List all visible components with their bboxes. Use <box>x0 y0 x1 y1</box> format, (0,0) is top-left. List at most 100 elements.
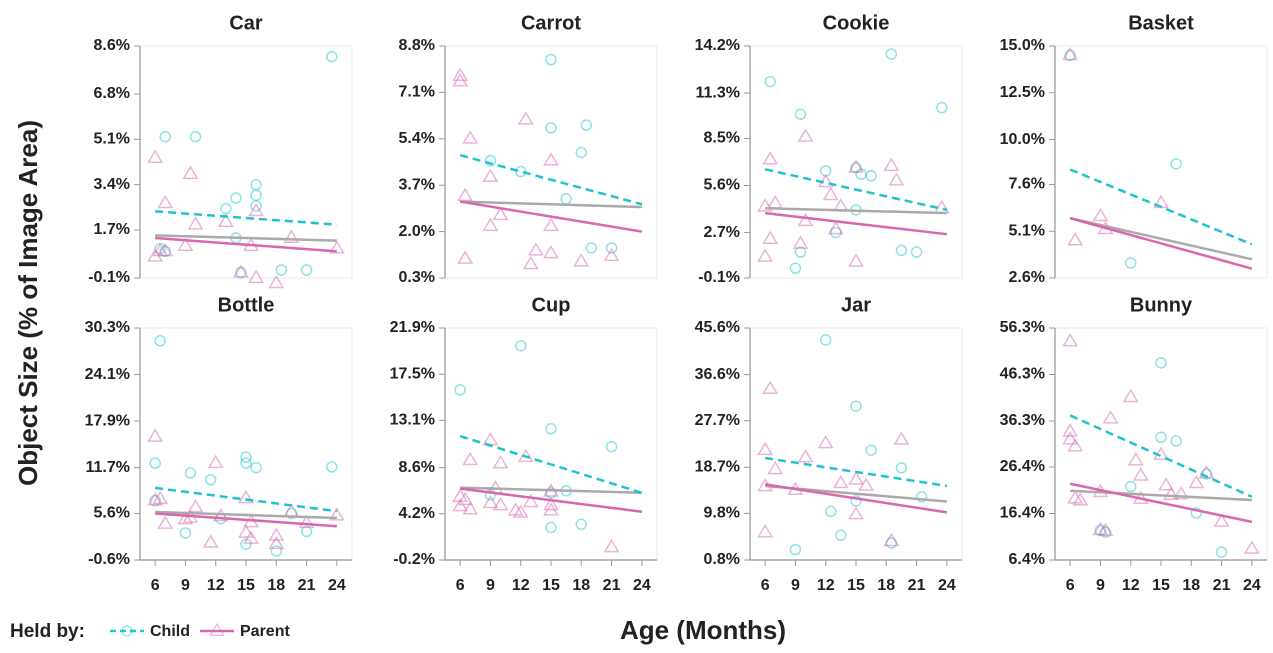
y-tick-label: 15.0% <box>1000 37 1045 54</box>
child-point <box>240 451 252 463</box>
x-tick-label: 18 <box>267 577 285 594</box>
x-tick-label: 12 <box>1122 577 1140 594</box>
panel-title: Carrot <box>521 12 581 34</box>
parent-point <box>527 242 544 256</box>
y-tick-label: 27.7% <box>695 412 740 429</box>
parent-point <box>248 202 265 217</box>
parent-point <box>883 157 900 172</box>
parent-point <box>457 250 474 264</box>
child-point <box>1170 158 1182 170</box>
parent-point <box>187 216 204 230</box>
y-axis-label: Object Size (% of Image Area) <box>13 120 43 486</box>
x-tick-label: 24 <box>938 577 956 594</box>
parent-point <box>1062 333 1079 347</box>
parent-point <box>512 504 529 518</box>
child-point <box>1215 546 1228 558</box>
child-trend <box>1069 414 1253 498</box>
child-point <box>514 340 527 352</box>
child-point <box>154 335 166 347</box>
y-tick-label: 4.2% <box>399 505 435 522</box>
parent-trend <box>1069 216 1253 270</box>
child-point <box>764 75 776 88</box>
panel-title: Bottle <box>218 294 275 316</box>
parent-trend <box>155 236 337 253</box>
child-point <box>789 543 802 556</box>
y-tick-label: 13.1% <box>390 412 435 429</box>
parent-point <box>157 194 174 209</box>
panel-title: Jar <box>841 294 871 316</box>
parent-point <box>298 514 315 529</box>
y-tick-label: 1.7% <box>94 221 130 238</box>
child-trend <box>764 168 948 212</box>
parent-point <box>1062 46 1079 61</box>
parent-point <box>1173 485 1190 500</box>
parent-point <box>848 253 864 267</box>
y-tick-label: 8.8% <box>399 37 435 54</box>
parent-point <box>827 220 844 235</box>
parent-point <box>1062 431 1079 445</box>
parent-point <box>848 505 864 520</box>
y-tick-label: 9.8% <box>704 505 740 522</box>
child-point <box>580 119 593 131</box>
parent-point <box>797 212 814 227</box>
child-point <box>159 130 171 143</box>
parent-point <box>1097 522 1114 537</box>
child-point <box>484 154 497 167</box>
parent-point <box>797 448 814 463</box>
child-point <box>250 178 262 191</box>
parent-point <box>482 168 499 182</box>
y-tick-label: 46.3% <box>1000 366 1045 383</box>
parent-point <box>147 428 164 442</box>
child-point <box>545 423 557 435</box>
overall-trend <box>155 510 337 520</box>
parent-point <box>543 244 559 259</box>
parent-point <box>462 501 479 515</box>
y-tick-label: 18.7% <box>695 459 740 476</box>
parent-point <box>522 493 539 508</box>
parent-trend <box>459 200 643 233</box>
parent-point <box>792 235 809 249</box>
x-tick-label: 9 <box>181 577 190 594</box>
child-point <box>204 473 217 486</box>
child-point <box>605 440 618 453</box>
parent-point <box>457 491 474 506</box>
x-tick-label: 6 <box>761 577 770 594</box>
parent-point <box>152 490 169 505</box>
child-point <box>1170 435 1182 447</box>
parent-point <box>762 230 779 245</box>
child-point <box>545 521 557 534</box>
parent-point <box>152 242 169 257</box>
x-tick-label: 15 <box>1152 577 1170 594</box>
overall-trend <box>1069 216 1253 261</box>
x-tick-label: 6 <box>151 577 160 594</box>
parent-point <box>232 264 249 278</box>
y-tick-label: 30.3% <box>85 319 130 336</box>
child-point <box>794 246 807 258</box>
y-tick-label: 17.9% <box>85 412 130 429</box>
parent-point <box>1243 540 1260 554</box>
parent-point <box>283 229 300 243</box>
child-point <box>545 122 557 134</box>
x-tick-label: 9 <box>486 577 495 594</box>
parent-point <box>452 497 469 512</box>
child-point <box>575 146 588 159</box>
x-tick-label: 12 <box>817 577 835 594</box>
child-point <box>936 101 948 114</box>
child-point <box>830 226 842 239</box>
parent-point <box>157 515 174 529</box>
child-point <box>184 467 197 479</box>
parent-point <box>757 248 774 262</box>
legend-label: Child <box>150 623 190 640</box>
parent-point <box>1163 486 1180 500</box>
child-point <box>915 491 928 503</box>
x-tick-label: 12 <box>207 577 225 594</box>
parent-point <box>462 451 479 466</box>
y-tick-label: 5.1% <box>1009 222 1045 239</box>
child-point <box>1155 431 1167 444</box>
child-point <box>575 518 588 531</box>
child-point <box>189 130 202 143</box>
y-tick-label: 2.7% <box>704 224 740 241</box>
y-tick-label: 36.3% <box>1000 412 1045 429</box>
child-point <box>1124 257 1137 269</box>
